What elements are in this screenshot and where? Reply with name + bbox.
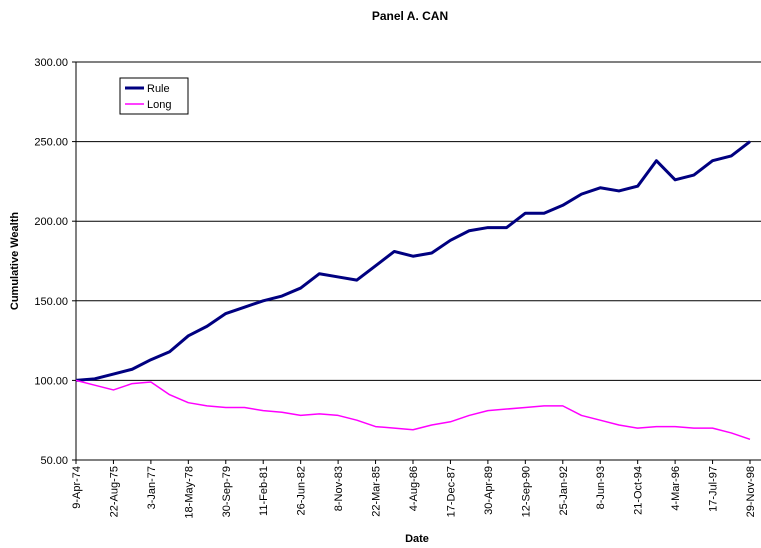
y-tick-label: 100.00 (34, 375, 68, 387)
y-tick-label: 150.00 (34, 296, 68, 308)
x-tick-label: 26-Jun-82 (296, 466, 308, 516)
legend-label: Rule (147, 83, 170, 95)
x-tick-label: 12-Sep-90 (520, 466, 532, 517)
x-tick-label: 22-Mar-85 (371, 466, 383, 517)
x-tick-label: 29-Nov-98 (745, 466, 757, 517)
x-tick-label: 9-Apr-74 (71, 466, 83, 509)
line-series (75, 379, 751, 441)
chart-title: Panel A. CAN (372, 9, 448, 23)
x-tick-label: 8-Jun-93 (595, 466, 607, 509)
y-tick-label: 300.00 (34, 57, 68, 69)
x-tick-label: 22-Aug-75 (108, 466, 120, 517)
y-tick-label: 50.00 (40, 455, 68, 467)
x-tick-label: 11-Feb-81 (258, 466, 270, 516)
x-tick-label: 30-Sep-79 (221, 466, 233, 517)
x-tick-label: 25-Jan-92 (558, 466, 570, 516)
x-tick-label: 18-May-78 (183, 466, 195, 519)
x-tick-label: 3-Jan-77 (146, 466, 158, 509)
line-series (75, 140, 751, 382)
x-tick-label: 4-Mar-96 (670, 466, 682, 511)
x-tick-label: 30-Apr-89 (483, 466, 495, 515)
x-tick-label: 4-Aug-86 (408, 466, 420, 511)
x-tick-label: 17-Dec-87 (445, 466, 457, 517)
y-axis-title: Cumulative Wealth (9, 212, 21, 310)
y-tick-label: 200.00 (34, 216, 68, 228)
y-tick-label: 250.00 (34, 137, 68, 149)
x-tick-label: 17-Jul-97 (708, 466, 720, 512)
x-axis-title: Date (405, 533, 429, 545)
x-tick-label: 8-Nov-83 (333, 466, 345, 511)
x-tick-label: 21-Oct-94 (633, 466, 645, 515)
legend-box (119, 77, 189, 115)
legend-label: Long (147, 99, 171, 111)
